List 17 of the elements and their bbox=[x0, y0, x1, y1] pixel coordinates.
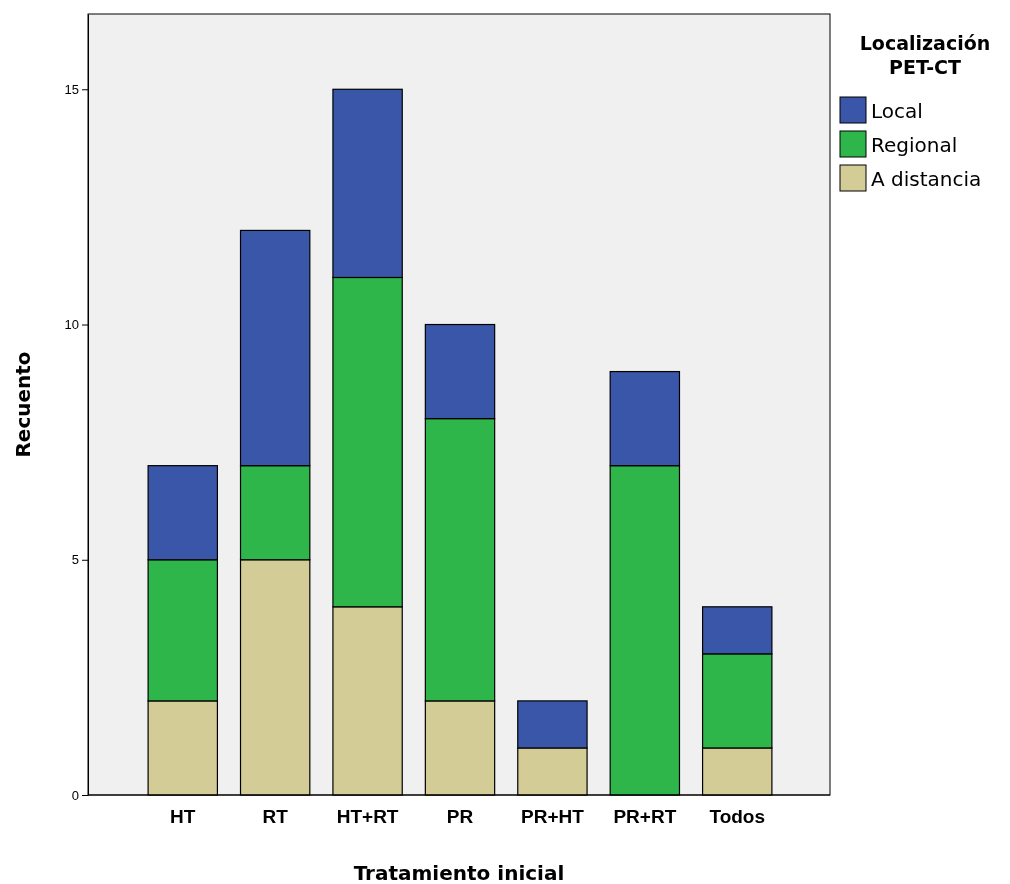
y-tick-label: 10 bbox=[64, 317, 79, 333]
x-tick-label: HT+RT bbox=[336, 805, 399, 827]
y-tick-label: 5 bbox=[71, 552, 79, 568]
y-tick-label: 15 bbox=[64, 81, 79, 97]
x-tick-label: HT bbox=[170, 805, 196, 827]
x-tick-label: PR bbox=[446, 805, 474, 827]
legend-title: Localización PET-CT bbox=[859, 32, 991, 78]
y-tick-label: 0 bbox=[71, 787, 79, 803]
x-axis-title: Tratamiento inicial bbox=[353, 861, 565, 884]
legend-label: Regional bbox=[871, 133, 958, 157]
legend-label: Local bbox=[871, 99, 923, 123]
x-tick-label: PR+HT bbox=[521, 805, 585, 827]
legend-label: A distancia bbox=[871, 167, 982, 191]
x-tick-label: Todos bbox=[709, 805, 766, 827]
x-tick-label: PR+RT bbox=[613, 805, 677, 827]
x-tick-label: RT bbox=[262, 805, 289, 827]
y-axis-title: Recuento bbox=[11, 351, 35, 458]
